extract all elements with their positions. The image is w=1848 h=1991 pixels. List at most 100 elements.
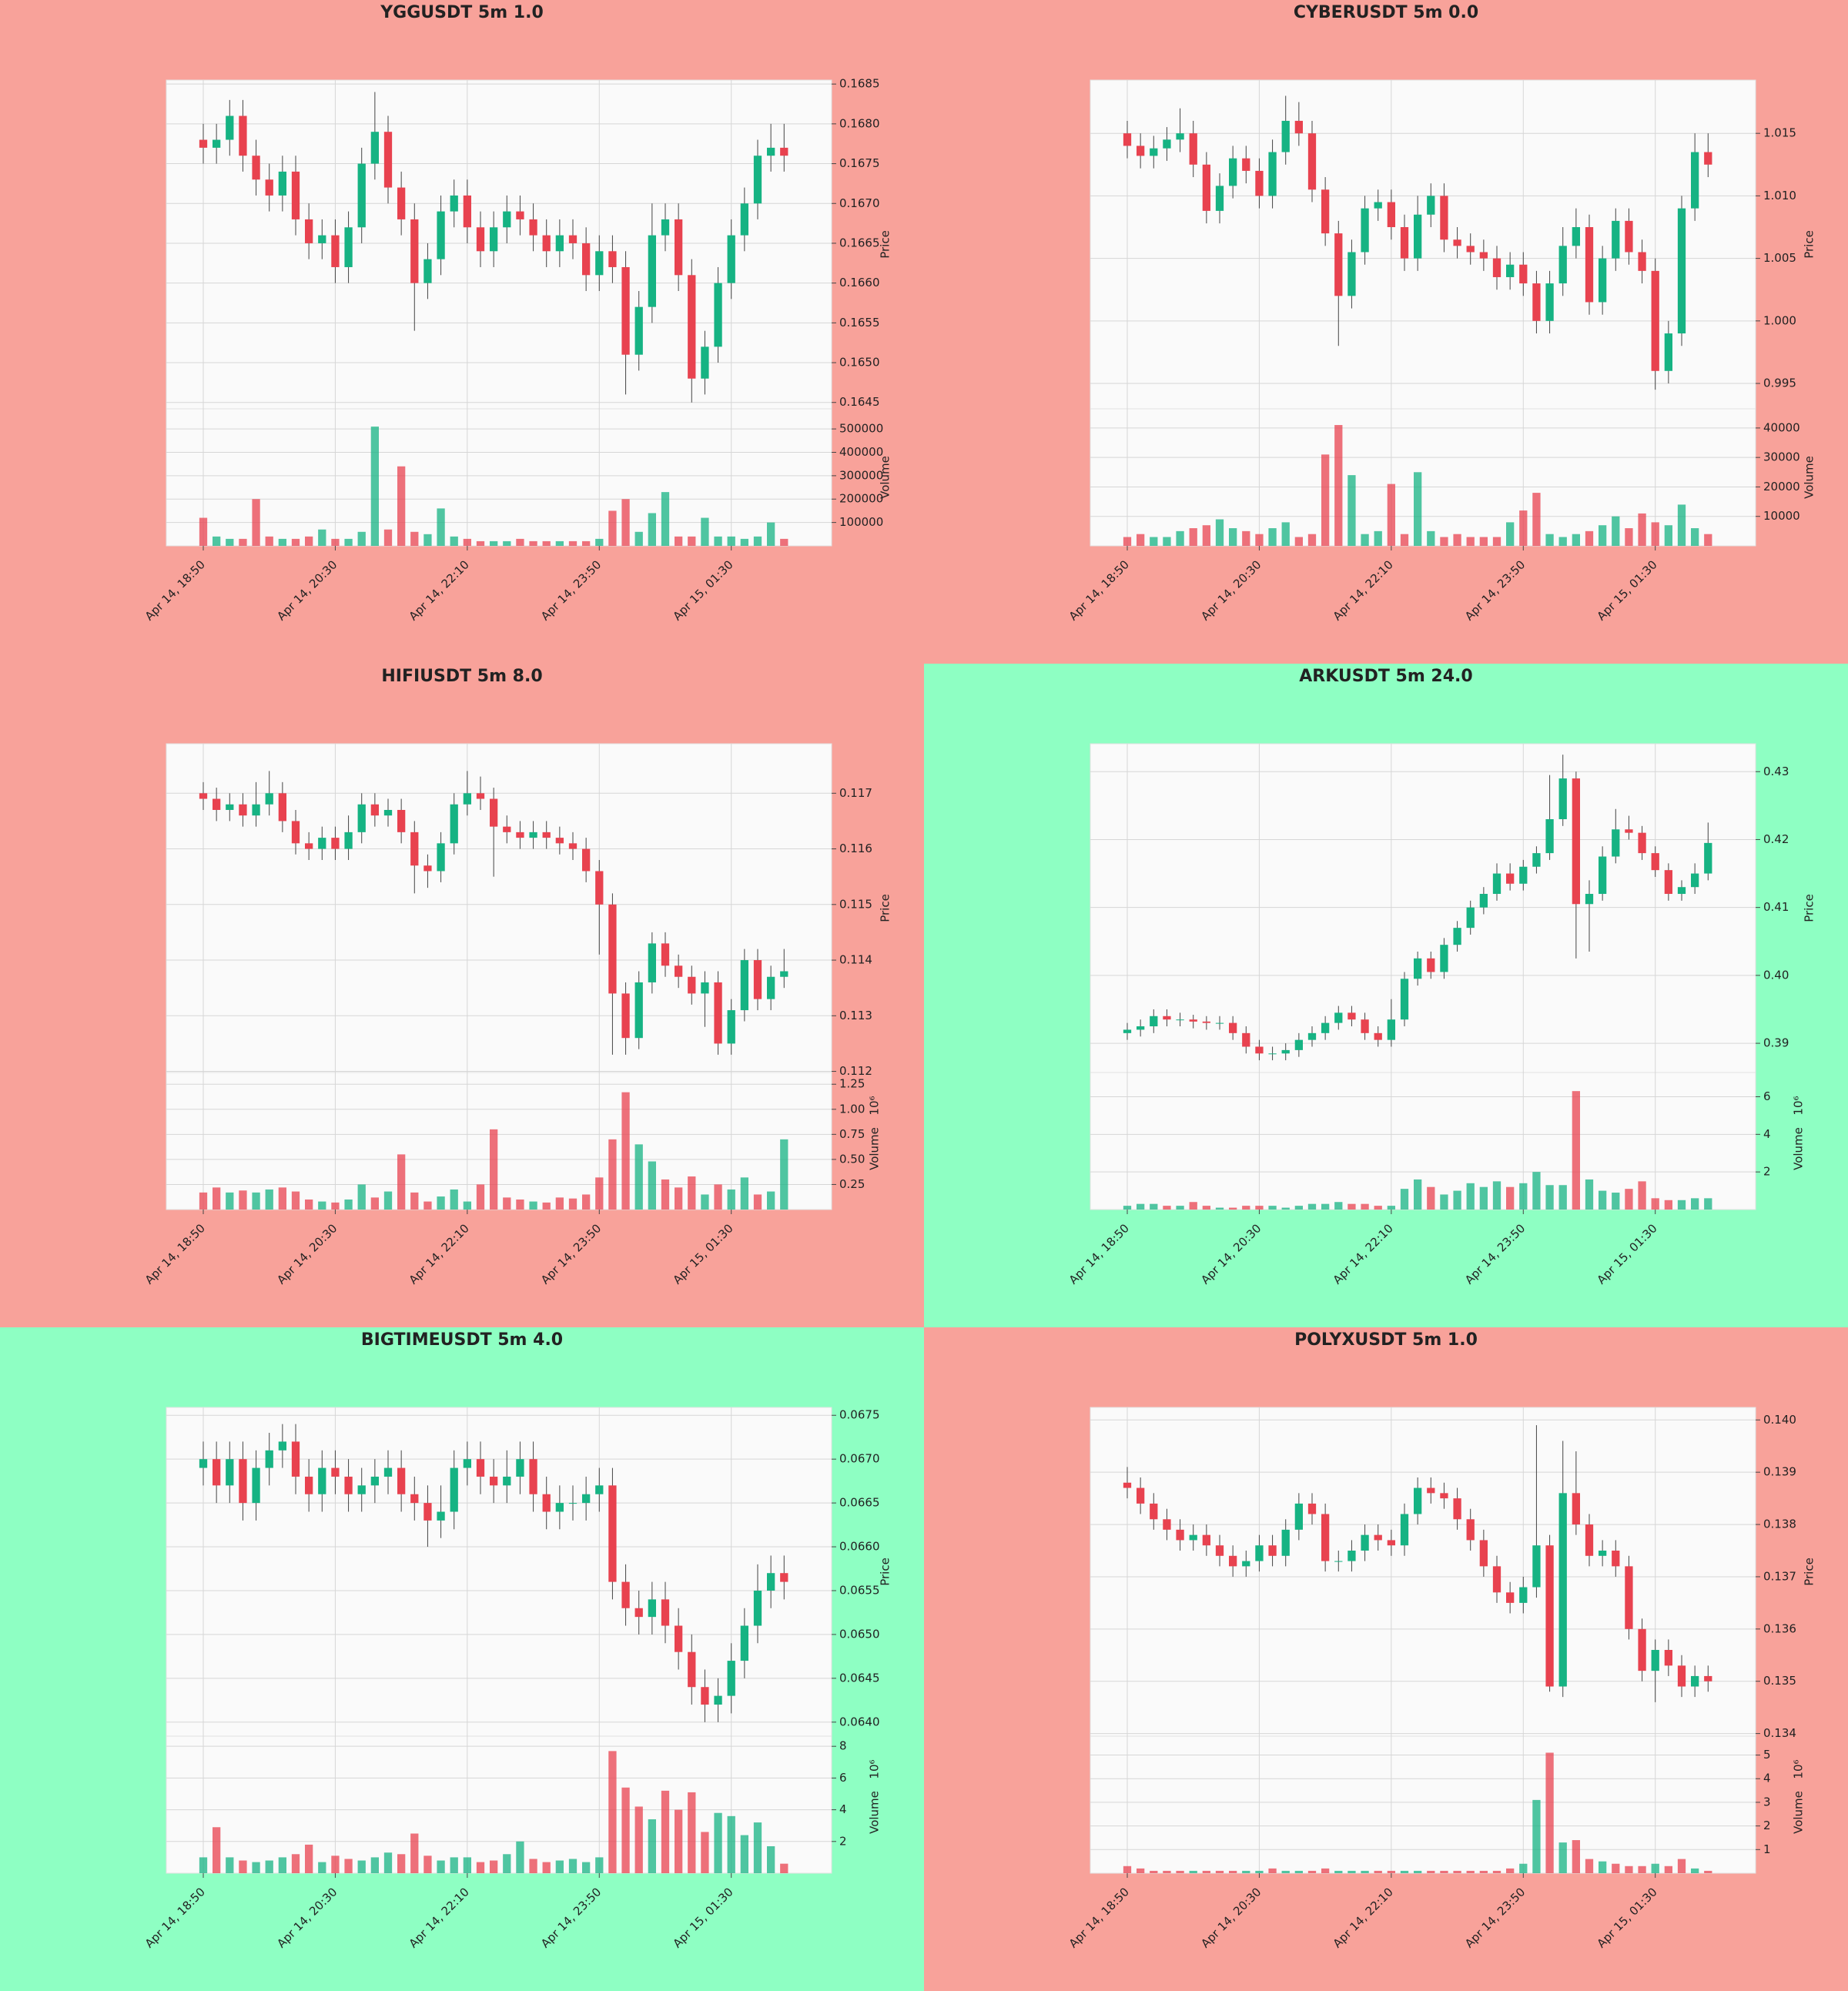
candle-body	[252, 804, 260, 816]
candle-body	[463, 1459, 471, 1468]
candle-body	[1651, 853, 1659, 871]
candle-body	[1506, 264, 1515, 277]
volume-tick-label: 1.25	[839, 1077, 865, 1091]
volume-bar	[1585, 530, 1594, 546]
candle-body	[753, 960, 762, 999]
y-tick-label: 0.0650	[839, 1627, 880, 1641]
candle-body	[701, 982, 709, 994]
candle-body	[1599, 1551, 1607, 1556]
volume-bar	[344, 1199, 353, 1210]
volume-bar	[568, 1859, 578, 1873]
candle-body	[1638, 252, 1646, 271]
candle-body	[265, 1450, 273, 1468]
volume-bar	[1691, 528, 1699, 546]
volume-bar	[675, 1809, 683, 1873]
candle-body	[1361, 208, 1369, 253]
volume-bar	[1519, 1183, 1528, 1210]
volume-bar	[503, 1854, 511, 1873]
candle-body	[1374, 1032, 1382, 1040]
candle-body	[1334, 1561, 1343, 1562]
candle-body	[568, 1503, 578, 1504]
volume-bar	[1215, 1207, 1224, 1210]
volume-bar	[1427, 530, 1435, 546]
volume-bar	[1229, 528, 1237, 546]
volume-bar	[740, 538, 748, 546]
volume-tick-label: 500000	[839, 422, 883, 436]
volume-bar	[1123, 1206, 1132, 1210]
volume-bar	[1163, 1870, 1171, 1873]
volume-bar	[740, 1177, 748, 1210]
volume-bar	[1677, 1200, 1686, 1210]
volume-bar	[450, 1857, 458, 1873]
volume-bar	[1387, 484, 1395, 546]
candle-body	[714, 1695, 722, 1705]
candle-body	[1294, 120, 1303, 134]
candle-body	[476, 227, 485, 252]
candle-body	[542, 235, 551, 252]
volume-tick-label: 400000	[839, 445, 883, 459]
candle-body	[1361, 1534, 1369, 1551]
candle-body	[1307, 133, 1317, 190]
volume-bar	[1466, 1183, 1475, 1210]
candle-body	[753, 1590, 762, 1626]
volume-bar	[1414, 1179, 1422, 1210]
volume-bar	[1294, 1870, 1303, 1873]
volume-scale-label: 10⁶	[1792, 1759, 1806, 1779]
price-axis-label: Price	[879, 230, 892, 259]
volume-bar	[383, 529, 393, 546]
volume-bar	[542, 540, 551, 546]
volume-bar	[1532, 1799, 1541, 1873]
candle-body	[1466, 1519, 1475, 1541]
candle-body	[1651, 1649, 1659, 1671]
volume-bar	[516, 1841, 524, 1873]
y-tick-label: 0.138	[1763, 1518, 1796, 1531]
candle-body	[1348, 1012, 1356, 1020]
chart-title: POLYXUSDT 5m 1.0	[1294, 1330, 1478, 1350]
candle-body	[542, 1494, 551, 1512]
y-tick-label: 0.1670	[839, 196, 880, 210]
candle-body	[397, 1467, 406, 1494]
candle-body	[701, 1687, 709, 1705]
y-tick-label: 0.135	[1763, 1674, 1796, 1688]
candle-body	[582, 1494, 591, 1504]
price-axis-label: Price	[879, 894, 892, 922]
volume-bar	[1585, 1179, 1594, 1210]
volume-bar	[344, 1859, 353, 1873]
volume-plot-area	[166, 408, 832, 547]
candle-body	[1572, 227, 1580, 246]
candle-body	[529, 832, 537, 838]
volume-bar	[199, 1192, 208, 1210]
volume-bar	[714, 1184, 722, 1210]
candle-body	[1189, 1019, 1197, 1022]
y-tick-label: 0.0645	[839, 1671, 880, 1685]
candle-body	[239, 804, 247, 816]
volume-bar	[1176, 1870, 1184, 1873]
candle-body	[318, 235, 326, 243]
volume-bar	[648, 1819, 656, 1873]
volume-tick-label: 2	[1763, 1819, 1771, 1832]
candle-body	[1374, 1534, 1382, 1541]
y-tick-label: 0.1645	[839, 395, 880, 409]
candle-body	[675, 1625, 683, 1652]
candle-body	[1427, 196, 1435, 215]
price-plot-area	[166, 1407, 832, 1737]
volume-bar	[595, 1857, 604, 1873]
volume-bar	[516, 538, 524, 546]
volume-bar	[529, 1201, 537, 1210]
candle-body	[1440, 945, 1448, 972]
volume-bar	[1189, 528, 1197, 546]
chart-title: CYBERUSDT 5m 0.0	[1294, 3, 1478, 22]
y-tick-label: 0.137	[1763, 1569, 1796, 1583]
candle-body	[701, 346, 709, 379]
candle-body	[463, 195, 471, 228]
candle-body	[568, 843, 578, 849]
volume-bar	[357, 1184, 366, 1210]
volume-bar	[1255, 1206, 1264, 1210]
volume-bar	[1638, 1181, 1646, 1210]
y-tick-label: 0.116	[839, 842, 872, 855]
volume-bar	[1625, 1189, 1633, 1210]
candle-body	[621, 266, 630, 355]
candle-body	[1387, 1019, 1395, 1040]
volume-bar	[1255, 1870, 1264, 1873]
volume-bar	[1585, 1859, 1594, 1873]
